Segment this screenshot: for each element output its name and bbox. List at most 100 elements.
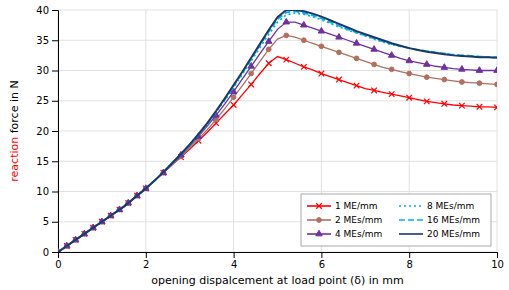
marker bbox=[477, 81, 482, 86]
line bbox=[58, 11, 497, 252]
line bbox=[58, 10, 497, 252]
tick: 0 bbox=[43, 247, 58, 258]
tick-label: 0 bbox=[55, 259, 61, 270]
tick-mark bbox=[234, 252, 235, 258]
marker bbox=[477, 104, 483, 110]
marker bbox=[459, 103, 465, 109]
marker bbox=[389, 91, 395, 97]
marker bbox=[371, 46, 377, 52]
marker bbox=[301, 64, 307, 70]
tick-label: 15 bbox=[36, 156, 49, 167]
grid-line-y bbox=[58, 161, 497, 162]
marker bbox=[336, 77, 342, 83]
series-group bbox=[58, 10, 497, 252]
tick: 8 bbox=[407, 252, 413, 270]
marker bbox=[266, 47, 271, 52]
line bbox=[58, 22, 497, 252]
legend: 1 ME/mm2 MEs/mm4 MEs/mm8 MEs/mm16 MEs/mm… bbox=[301, 194, 491, 246]
tick-label: 10 bbox=[36, 186, 49, 197]
tick: 30 bbox=[36, 65, 58, 76]
tick-label: 25 bbox=[36, 95, 49, 106]
grid-line-y bbox=[58, 10, 497, 11]
tick-mark bbox=[409, 252, 410, 258]
tick: 40 bbox=[36, 5, 58, 16]
tick: 25 bbox=[36, 95, 58, 106]
marker bbox=[494, 105, 497, 111]
marker bbox=[248, 82, 254, 88]
legend-swatch bbox=[399, 219, 423, 221]
marker bbox=[319, 44, 324, 49]
tick-label: 10 bbox=[491, 259, 504, 270]
series bbox=[58, 10, 497, 252]
line bbox=[58, 13, 497, 252]
marker bbox=[407, 71, 412, 76]
marker bbox=[354, 83, 360, 89]
marker bbox=[388, 52, 394, 58]
grid-line-y bbox=[58, 191, 497, 192]
marker bbox=[266, 60, 272, 66]
tick-mark bbox=[52, 10, 58, 11]
tick-label: 35 bbox=[36, 35, 49, 46]
marker bbox=[336, 34, 342, 40]
tick-mark bbox=[52, 131, 58, 132]
tick-label: 4 bbox=[231, 259, 237, 270]
legend-frame bbox=[301, 194, 491, 246]
tick-mark bbox=[52, 161, 58, 162]
marker bbox=[231, 102, 237, 108]
legend-entry: 2 MEs/mm bbox=[307, 215, 382, 225]
tick-mark bbox=[52, 192, 58, 193]
marker bbox=[353, 40, 359, 46]
tick: 6 bbox=[319, 252, 325, 270]
legend-marker bbox=[317, 218, 322, 223]
marker bbox=[301, 38, 306, 43]
marker bbox=[442, 101, 448, 107]
legend-marker bbox=[316, 230, 322, 236]
series bbox=[58, 57, 497, 252]
marker bbox=[459, 66, 465, 72]
marker bbox=[406, 95, 412, 101]
legend-marker bbox=[316, 203, 322, 209]
marker bbox=[389, 67, 394, 72]
legend-entry: 16 MEs/mm bbox=[399, 215, 480, 225]
legend-label: 20 MEs/mm bbox=[427, 229, 480, 239]
legend-entry: 8 MEs/mm bbox=[399, 201, 474, 211]
tick-label: 2 bbox=[143, 259, 149, 270]
legend-swatch bbox=[399, 205, 423, 207]
grid bbox=[58, 10, 497, 252]
marker bbox=[424, 99, 430, 105]
legend-label: 1 ME/mm bbox=[335, 201, 378, 211]
tick: 4 bbox=[231, 252, 237, 270]
legend-entry: 20 MEs/mm bbox=[399, 229, 480, 239]
marker bbox=[231, 95, 236, 100]
marker bbox=[372, 62, 377, 67]
tick: 5 bbox=[43, 216, 58, 227]
y-axis-title-part: force in N bbox=[8, 80, 21, 136]
tick-mark bbox=[52, 71, 58, 72]
axis-line bbox=[59, 253, 498, 259]
axis-line bbox=[52, 11, 59, 253]
y-axis-title-part: reaction bbox=[8, 137, 21, 182]
legend-label: 8 MEs/mm bbox=[427, 201, 474, 211]
tick-label: 30 bbox=[36, 65, 49, 76]
tick-label: 0 bbox=[43, 247, 49, 258]
marker bbox=[354, 56, 359, 61]
marker bbox=[283, 57, 289, 63]
tick: 15 bbox=[36, 156, 58, 167]
y-axis-title: reaction force in N bbox=[8, 80, 21, 181]
marker bbox=[318, 27, 324, 33]
tick-label: 6 bbox=[319, 259, 325, 270]
marker bbox=[337, 50, 342, 55]
tick-mark bbox=[146, 252, 147, 258]
marker bbox=[284, 33, 289, 38]
marker bbox=[283, 18, 289, 24]
tick-mark bbox=[52, 252, 58, 253]
line bbox=[58, 57, 497, 252]
marker bbox=[301, 21, 307, 27]
marker bbox=[459, 80, 464, 85]
x-axis-title: opening dispalcement at load point (δ) i… bbox=[151, 274, 403, 287]
marker bbox=[319, 71, 325, 77]
tick: 0 bbox=[55, 252, 61, 270]
tick-mark bbox=[52, 222, 58, 223]
grid-line-y bbox=[58, 70, 497, 71]
plot-area: 02468100510152025303540opening dispalcem… bbox=[8, 5, 504, 287]
